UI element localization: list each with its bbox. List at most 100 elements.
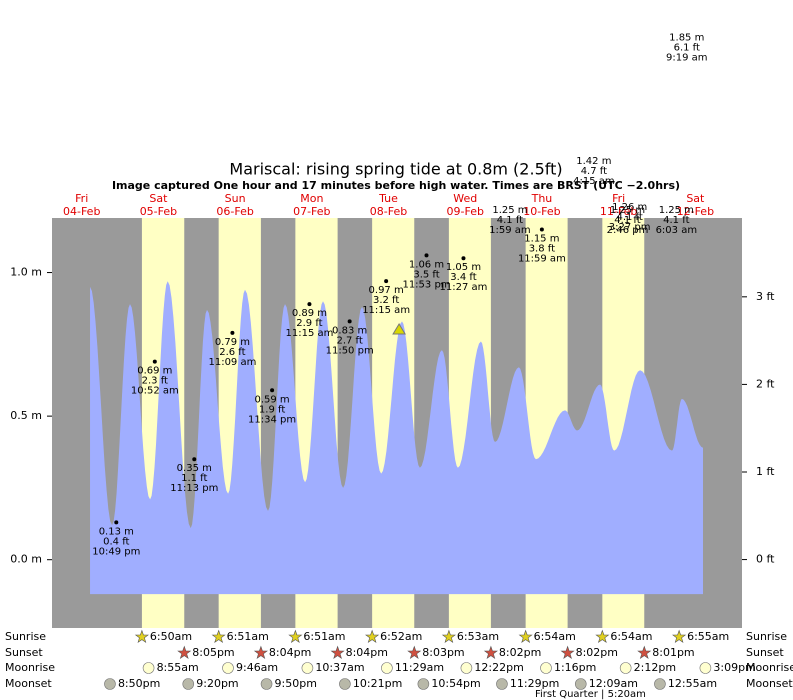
row-label: Moonset (746, 677, 793, 690)
sunset-time: 8:04pm (269, 646, 311, 659)
tide-label-m: 1.85 m (669, 32, 704, 43)
sunset-time: 8:02pm (576, 646, 618, 659)
tide-extreme-dot (152, 359, 157, 364)
tide-label-ft: 2.3 ft (142, 376, 168, 387)
sun-icon (330, 645, 345, 660)
sun-icon (483, 645, 498, 660)
tide-label-time: 2:46 pm (607, 225, 649, 236)
sunrise-time: 6:55am (687, 630, 729, 643)
moonrise-icon (460, 662, 473, 674)
tide-label-time: 9:19 am (666, 52, 708, 63)
tide-extreme-dot (539, 227, 544, 232)
sun-icon (177, 645, 192, 660)
moonrise-icon (301, 662, 314, 674)
tide-label-ft: 1.1 ft (181, 473, 207, 484)
moonrise-time: 2:12pm (634, 661, 676, 674)
sunrise-time: 6:51am (303, 630, 345, 643)
moonset-icon (182, 678, 195, 690)
moonrise-icon (699, 662, 712, 674)
tide-label-ft: 4.1 ft (616, 212, 642, 223)
tide-label-ft: 6.1 ft (674, 42, 700, 53)
row-label: Moonset (5, 677, 52, 690)
chart-title: Mariscal: rising spring tide at 0.8m (2.… (229, 160, 562, 179)
sunset-time: 8:05pm (192, 646, 234, 659)
tide-area (90, 281, 704, 595)
tide-extreme-dot (192, 457, 197, 462)
moonset-time: 11:29pm (510, 677, 559, 690)
tide-label-m: 1.26 m (612, 202, 647, 213)
moonrise-time: 11:29am (395, 661, 444, 674)
tide-label-ft: 4.7 ft (581, 166, 607, 177)
moonset-icon (339, 678, 351, 690)
tide-label-ft: 3.8 ft (529, 243, 555, 254)
day-date: 11-Feb (600, 205, 637, 218)
y2-tick-label: 2 ft (756, 377, 775, 390)
moonset-icon (104, 678, 116, 690)
tide-label-ft: 4.1 ft (663, 215, 689, 226)
row-label: Sunset (5, 646, 43, 659)
tide-label-m: 0.89 m (292, 308, 327, 319)
sun-icon (365, 629, 380, 644)
sunrise-time: 6:52am (380, 630, 422, 643)
day-date: 05-Feb (140, 205, 177, 218)
day-weekday: Sat (686, 192, 705, 205)
tide-label-m: 1.15 m (524, 233, 559, 244)
day-weekday: Sat (149, 192, 168, 205)
sunset-time: 8:02pm (499, 646, 541, 659)
tide-extreme-dot (384, 279, 389, 284)
tide-label-time: 11:53 pm (402, 279, 450, 290)
sunrise-time: 6:50am (150, 630, 192, 643)
tide-label-ft: 0.4 ft (103, 536, 129, 547)
sunset-time: 8:03pm (422, 646, 464, 659)
tide-extreme-dot (270, 388, 275, 393)
tide-label-time: 11:34 pm (248, 414, 296, 425)
day-weekday: Wed (453, 192, 477, 205)
moonset-time: 12:09am (589, 677, 638, 690)
tide-label-time: 10:49 pm (92, 546, 140, 557)
row-label: Sunset (746, 646, 784, 659)
tide-label-ft: 3.4 ft (450, 272, 476, 283)
moonrise-time: 10:37am (315, 661, 364, 674)
sunrise-time: 6:54am (534, 630, 576, 643)
day-weekday: Tue (378, 192, 398, 205)
moonrise-icon (540, 662, 552, 674)
tide-label-time: 11:50 pm (326, 345, 374, 356)
tide-label-time: 10:52 am (131, 386, 179, 397)
y2-tick-label: 3 ft (756, 290, 775, 303)
tide-label-m: 1.25 m (659, 205, 694, 216)
moonrise-time: 9:46am (236, 661, 278, 674)
day-date: 09-Feb (447, 205, 484, 218)
tide-label-time: 6:03 am (656, 225, 698, 236)
sun-icon (407, 645, 422, 660)
tide-label-m: 0.69 m (137, 366, 172, 377)
tide-label-m: 0.13 m (99, 526, 134, 537)
tide-label-ft: 3.5 ft (413, 269, 439, 280)
moonset-icon (260, 678, 273, 690)
tide-label-m: 0.83 m (332, 325, 367, 336)
tide-extreme-dot (114, 520, 119, 525)
sun-icon (672, 629, 687, 644)
tide-label-time: 11:15 am (285, 328, 333, 339)
moonrise-icon (381, 662, 393, 674)
sun-icon (288, 629, 303, 644)
y-tick-label: 1.0 m (10, 266, 42, 279)
current-tide-marker (392, 323, 406, 335)
tide-label-m: 1.06 m (409, 259, 444, 270)
tide-extreme-dot (307, 302, 312, 307)
moonrise-time: 3:09pm (713, 661, 755, 674)
sunset-time: 8:04pm (346, 646, 388, 659)
tide-extreme-dot (347, 319, 352, 324)
day-weekday: Thu (531, 192, 553, 205)
tide-label-ft: 1.9 ft (259, 404, 285, 415)
tide-label-m: 1.25 m (610, 205, 645, 216)
sunrise-time: 6:53am (457, 630, 499, 643)
moonset-time: 10:21pm (353, 677, 402, 690)
tide-label-time: 11:15 am (362, 305, 410, 316)
row-label: Moonrise (746, 661, 793, 674)
tide-label-m: 1.42 m (576, 156, 611, 167)
sun-icon (595, 629, 610, 644)
row-label: Sunrise (746, 630, 787, 643)
moonrise-time: 12:22pm (474, 661, 523, 674)
sunrise-time: 6:51am (227, 630, 269, 643)
tide-extreme-dot (461, 256, 466, 261)
